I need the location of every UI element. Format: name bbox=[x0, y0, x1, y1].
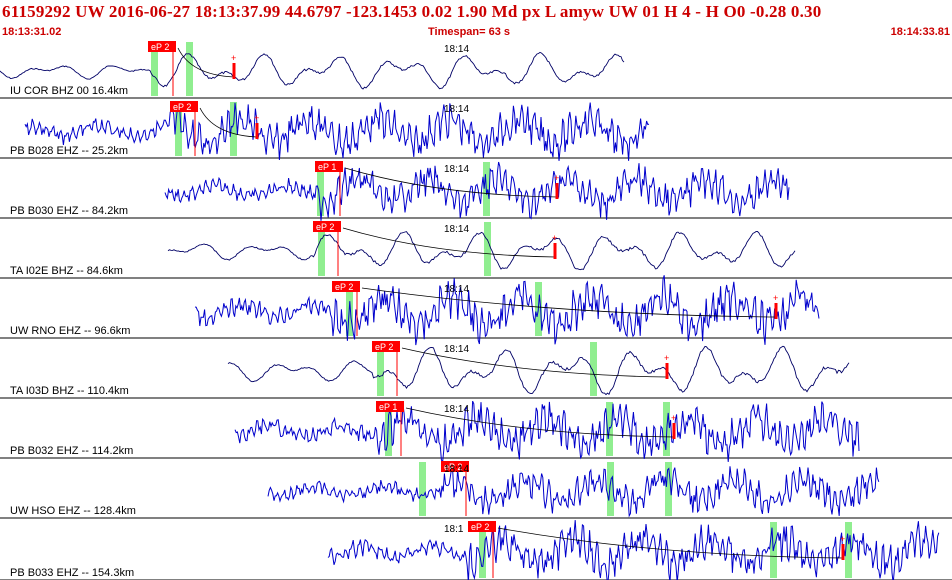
pick-flag[interactable] bbox=[148, 41, 176, 52]
waveform-trace bbox=[167, 231, 796, 271]
minute-label: 18:14 bbox=[444, 164, 469, 175]
coda-marker: + bbox=[552, 233, 557, 243]
coda-marker: + bbox=[554, 173, 559, 183]
waveform-trace bbox=[194, 275, 820, 346]
minute-label: 18:14 bbox=[444, 284, 469, 295]
waveform-trace bbox=[267, 466, 880, 518]
pick-flag[interactable] bbox=[441, 461, 469, 472]
pick-label: eP 2 bbox=[173, 102, 191, 112]
arrival-curve bbox=[344, 167, 558, 198]
pick-label: eP 1 bbox=[318, 162, 336, 172]
phase-band bbox=[230, 102, 237, 156]
arrival-curve bbox=[401, 347, 668, 378]
phase-band bbox=[377, 342, 384, 396]
coda-marker: + bbox=[254, 113, 259, 123]
pick-flag[interactable] bbox=[315, 161, 343, 172]
coda-marker: + bbox=[231, 53, 236, 63]
pick-label: eP 2 bbox=[375, 342, 393, 352]
arrival-curve bbox=[497, 527, 844, 559]
minute-label: 18:14 bbox=[444, 344, 469, 355]
waveform-trace bbox=[0, 51, 625, 90]
end-time: 18:14:33.81 bbox=[890, 26, 950, 38]
pick-label: eP 2 bbox=[151, 42, 169, 52]
phase-band bbox=[665, 462, 672, 516]
waveform-trace bbox=[24, 102, 650, 161]
minute-label: 18:14 bbox=[444, 464, 469, 475]
phase-band bbox=[151, 42, 158, 96]
pick-label: eP 1 bbox=[379, 402, 397, 412]
station-label: PB B028 EHZ -- 25.2km bbox=[10, 145, 128, 157]
pick-label: eP 2 bbox=[316, 222, 334, 232]
pick-flag[interactable] bbox=[372, 341, 400, 352]
coda-marker: + bbox=[664, 353, 669, 363]
minute-label: 18:14 bbox=[444, 404, 469, 415]
arrival-curve bbox=[342, 227, 556, 258]
coda-marker: + bbox=[773, 293, 778, 303]
phase-band bbox=[484, 222, 491, 276]
coda-marker: + bbox=[671, 413, 676, 423]
pick-flag[interactable] bbox=[376, 401, 404, 412]
station-label: TA I03D BHZ -- 110.4km bbox=[10, 385, 129, 397]
arrival-curve bbox=[177, 47, 235, 78]
minute-label: 18:14 bbox=[444, 104, 469, 115]
minute-label: 18:1 bbox=[444, 524, 464, 535]
phase-band bbox=[419, 462, 426, 516]
minute-label: 18:14 bbox=[444, 224, 469, 235]
phase-band bbox=[317, 162, 324, 216]
phase-band bbox=[845, 522, 852, 578]
pick-label: eP 2 bbox=[471, 522, 489, 532]
timespan-label: Timespan= 63 s bbox=[428, 26, 511, 38]
arrival-curve bbox=[405, 407, 675, 438]
waveform-trace bbox=[164, 161, 790, 221]
pick-label: eP 2 bbox=[444, 462, 462, 472]
pick-flag[interactable] bbox=[170, 101, 198, 112]
arrival-curve bbox=[199, 107, 258, 138]
arrival-curve bbox=[361, 287, 777, 318]
station-label: PB B030 EHZ -- 84.2km bbox=[10, 205, 128, 217]
phase-band bbox=[175, 102, 182, 156]
phase-band bbox=[186, 42, 193, 96]
pick-flag[interactable] bbox=[332, 281, 360, 292]
coda-marker: + bbox=[840, 534, 845, 544]
event-summary: 61159292 UW 2016-06-27 18:13:37.99 44.67… bbox=[2, 2, 822, 21]
event-header: 61159292 UW 2016-06-27 18:13:37.99 44.67… bbox=[0, 0, 952, 40]
station-label: UW HSO EHZ -- 128.4km bbox=[10, 505, 136, 517]
phase-band bbox=[318, 222, 325, 276]
pick-label: eP 2 bbox=[335, 282, 353, 292]
waveform-trace bbox=[227, 345, 850, 396]
station-label: UW RNO EHZ -- 96.6km bbox=[10, 325, 130, 337]
waveform-trace bbox=[327, 520, 940, 580]
minute-label: 18:14 bbox=[444, 44, 469, 55]
station-label: TA I02E BHZ -- 84.6km bbox=[10, 265, 123, 277]
phase-band bbox=[607, 462, 614, 516]
phase-band bbox=[479, 522, 486, 578]
start-time: 18:13:31.02 bbox=[2, 26, 62, 38]
station-label: PB B033 EHZ -- 154.3km bbox=[10, 567, 134, 579]
phase-band bbox=[590, 342, 597, 396]
waveform-trace bbox=[234, 400, 860, 465]
pick-flag[interactable] bbox=[313, 221, 341, 232]
station-label: IU COR BHZ 00 16.4km bbox=[10, 85, 128, 97]
pick-flag[interactable] bbox=[468, 521, 496, 532]
station-label: PB B032 EHZ -- 114.2km bbox=[10, 445, 133, 457]
